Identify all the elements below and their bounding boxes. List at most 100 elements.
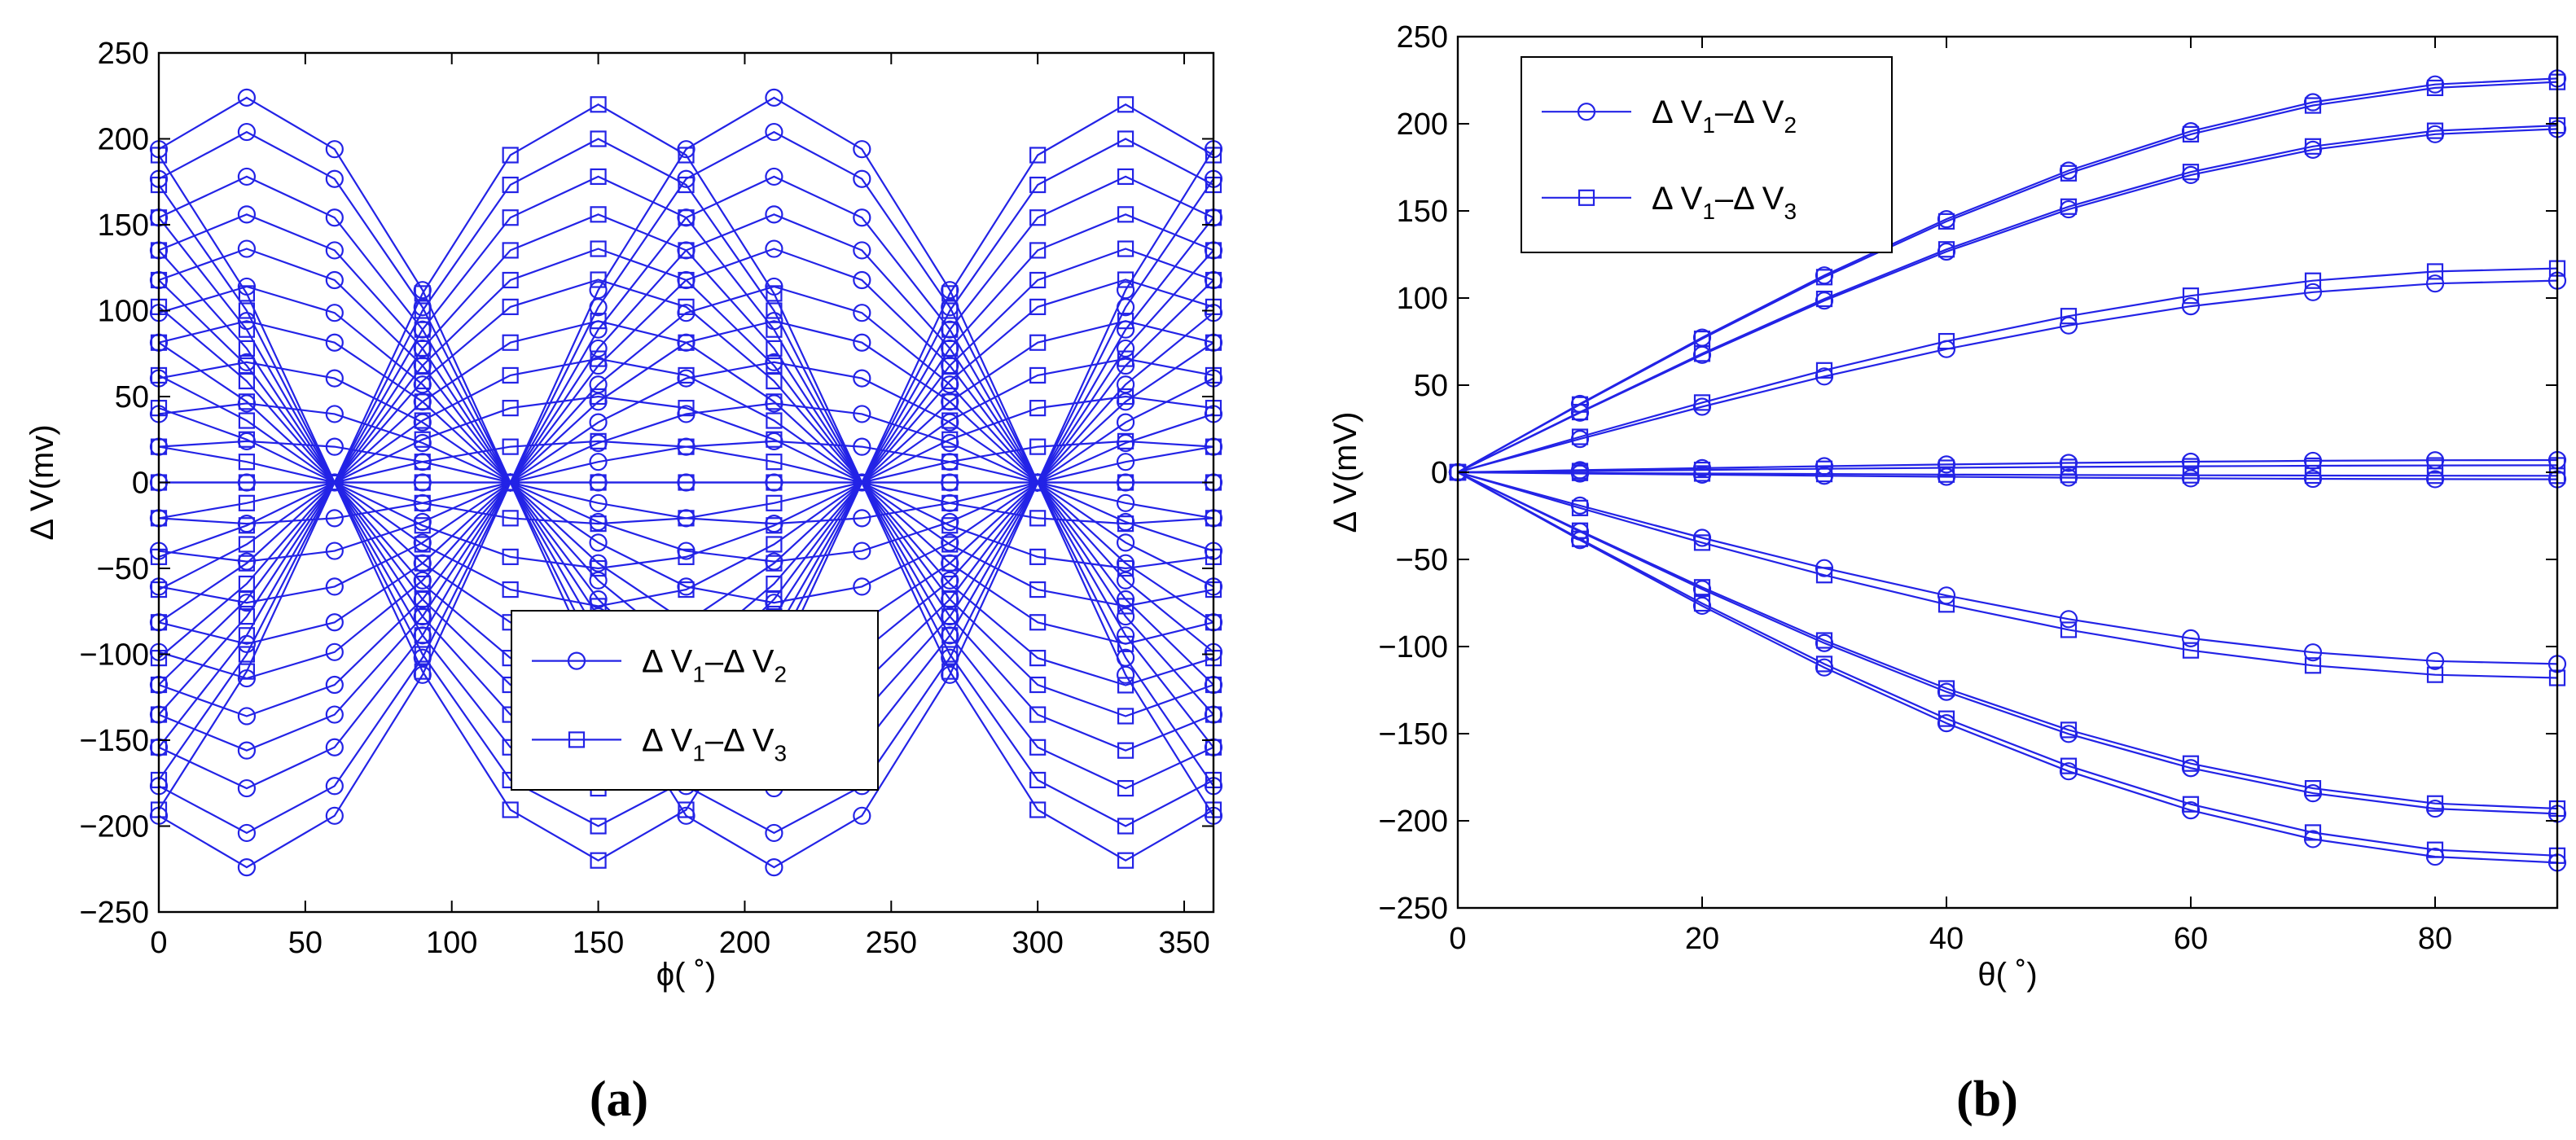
chart-b-y-tick-label: −200 <box>1378 805 1448 839</box>
chart-a-data-point <box>414 340 431 357</box>
chart-a-data-point <box>853 369 871 388</box>
chart-a-data-point <box>853 333 871 352</box>
chart-a-data-point <box>941 536 959 553</box>
chart-a-data-point <box>1117 168 1134 186</box>
chart-a-data-point <box>590 271 607 288</box>
chart-b-data-point <box>1937 332 1955 350</box>
chart-b-data-point <box>1937 680 1955 697</box>
chart-a-data-point <box>414 663 431 680</box>
chart-a-data-point <box>1117 474 1134 491</box>
chart-a-data-point <box>1029 510 1047 527</box>
chart-b-data-point <box>1815 632 1833 649</box>
chart-a-data-point <box>941 431 959 448</box>
chart-a-data-point <box>1117 432 1134 449</box>
chart-a-data-point <box>853 542 871 560</box>
chart-b-y-tick-label: 100 <box>1397 282 1448 316</box>
chart-a-data-point <box>1029 209 1047 226</box>
chart-b-data-point <box>2426 79 2444 97</box>
chart-b-data-point <box>1693 394 1711 411</box>
chart-a-data-point <box>1116 493 1135 512</box>
chart-a-data-point <box>237 122 257 142</box>
chart-a-data-point <box>238 393 256 410</box>
chart-a-y-tick-label: 0 <box>132 467 149 501</box>
chart-a-data-point <box>414 536 431 553</box>
chart-b-legend-label: Δ V1–Δ V2 <box>1652 94 1797 138</box>
chart-a-data-point <box>853 509 871 528</box>
chart-a-data-point <box>237 823 257 843</box>
chart-a-data-point <box>941 494 959 511</box>
chart-b-data-point <box>2426 795 2444 812</box>
chart-a-data-point <box>590 474 607 491</box>
chart-a-data-point <box>238 474 256 491</box>
chart-a-y-tick-label: −100 <box>79 638 149 673</box>
chart-a-data-point <box>325 304 344 322</box>
chart-b-y-tick-label: −250 <box>1378 892 1448 926</box>
chart-a-data-point <box>1029 650 1047 667</box>
chart-a: 0 50 100 150 200 250 300 350 −250 −200 −150 −100 −50… <box>24 37 1223 1127</box>
chart-a-data-point <box>502 242 519 259</box>
chart-a-data-point <box>325 675 344 695</box>
chart-a-data-point <box>941 590 959 608</box>
chart-b-series-line-10 <box>1457 267 2558 474</box>
chart-a-data-point <box>1117 271 1134 288</box>
chart-a-data-point <box>325 542 344 560</box>
chart-b-y-tick-label: 200 <box>1397 107 1448 142</box>
chart-a-data-point <box>589 413 608 432</box>
chart-a-data-point <box>766 431 783 448</box>
chart-b-x-tick-label: 60 <box>2174 922 2208 956</box>
chart-b-data-point <box>2426 457 2444 474</box>
chart-a-data-point <box>1029 676 1047 694</box>
chart-a-data-point <box>766 494 783 511</box>
chart-a-data-point <box>766 340 783 357</box>
chart-a-data-point <box>325 577 344 596</box>
chart-a-data-point <box>590 432 607 449</box>
chart-b-data-point <box>2182 458 2200 475</box>
chart-a-y-tick-label: −250 <box>79 896 149 930</box>
chart-a-data-point <box>678 548 695 565</box>
chart-a-data-point <box>238 431 256 448</box>
chart-a-data-point <box>1117 708 1134 725</box>
chart-a-data-point <box>1029 298 1047 315</box>
chart-a-data-point <box>502 209 519 226</box>
chart-a-data-point <box>1117 240 1134 257</box>
chart-a-data-point <box>325 806 344 825</box>
chart-b-data-point <box>2426 263 2444 280</box>
chart-a-data-point <box>502 176 519 194</box>
chart-a-data-point <box>237 778 257 798</box>
chart-a-y-tick-label: −200 <box>79 810 149 844</box>
chart-a-y-tick-label: −150 <box>79 724 149 758</box>
chart-a-data-point <box>1117 206 1134 223</box>
chart-a-data-point <box>502 548 519 565</box>
chart-a-data-point <box>502 366 519 384</box>
chart-a-data-point <box>941 607 959 625</box>
chart-a-data-point <box>325 705 344 724</box>
chart-a-data-point <box>1117 677 1134 694</box>
chart-a-data-point <box>941 285 959 302</box>
chart-a-data-point <box>678 438 695 455</box>
chart-a-data-point <box>1029 242 1047 259</box>
chart-a-data-point <box>590 168 607 186</box>
chart-a-data-point <box>941 555 959 572</box>
chart-b-series-line-13 <box>1457 471 2558 679</box>
chart-a-data-point <box>238 454 256 471</box>
chart-b-y-tick-label: −150 <box>1378 717 1448 752</box>
chart-b-x-tick-label: 80 <box>2418 922 2452 956</box>
chart-a-data-point <box>238 321 256 338</box>
chart-b-data-point <box>1693 534 1711 551</box>
chart-b-legend-marker-square <box>1578 189 1595 206</box>
chart-a-data-point <box>941 517 959 534</box>
chart-a-data-point <box>1116 607 1135 626</box>
chart-a-data-point <box>414 357 431 375</box>
chart-a-data-point <box>502 801 519 818</box>
chart-b-data-point <box>2182 125 2200 142</box>
chart-b-series-line-8 <box>1457 81 2558 473</box>
chart-a-data-point <box>853 806 871 825</box>
chart-a-data-point <box>590 515 607 533</box>
chart-a-y-axis-label: Δ V(mv) <box>24 424 60 540</box>
chart-a-data-point <box>414 555 431 572</box>
chart-a-data-point <box>1029 801 1047 818</box>
chart-b-data-point <box>2426 841 2444 858</box>
chart-a-data-point <box>765 823 783 843</box>
chart-a-data-point <box>414 607 431 625</box>
chart-b-data-point <box>2060 721 2078 739</box>
